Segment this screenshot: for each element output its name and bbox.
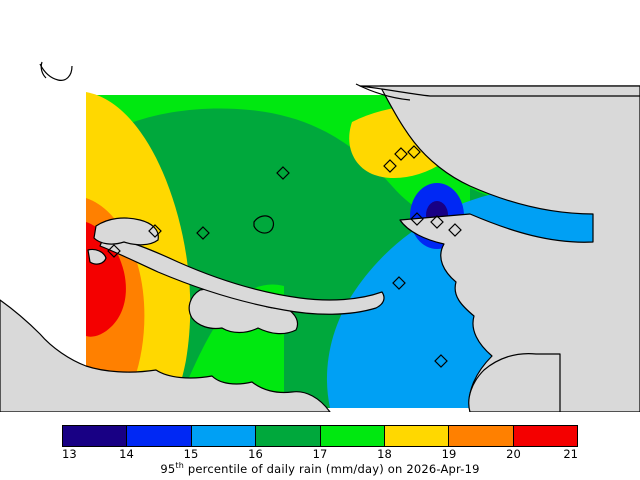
station-marker[interactable] bbox=[434, 354, 448, 368]
station-marker[interactable] bbox=[392, 276, 406, 290]
land-small-island-west bbox=[87, 248, 107, 265]
caption-text: percentile of daily rain (mm/day) on 202… bbox=[184, 461, 480, 476]
station-marker[interactable] bbox=[407, 145, 421, 159]
colorbar-band-18-19[interactable] bbox=[384, 426, 450, 446]
colorbar-tick-21: 21 bbox=[563, 447, 578, 461]
station-marker[interactable] bbox=[410, 212, 424, 226]
land-southwest-mainland bbox=[0, 299, 331, 412]
station-marker[interactable] bbox=[448, 223, 462, 237]
caption-value: 95 bbox=[160, 461, 176, 476]
colorbar-band-19-20[interactable] bbox=[449, 426, 514, 446]
colorbar-band-13-14[interactable] bbox=[63, 426, 128, 446]
colorbar-band-17-18[interactable] bbox=[320, 426, 385, 446]
station-marker[interactable] bbox=[383, 159, 397, 173]
colorbar-tick-17: 17 bbox=[312, 447, 328, 461]
colorbar-caption: 95th percentile of daily rain (mm/day) o… bbox=[62, 461, 578, 476]
station-marker[interactable] bbox=[276, 166, 290, 180]
colorbar-band-15-16[interactable] bbox=[191, 426, 257, 446]
land-southeast-tip bbox=[468, 353, 561, 412]
station-marker[interactable] bbox=[196, 226, 210, 240]
colorbar[interactable] bbox=[62, 425, 578, 447]
colorbar-block: 13 14 15 16 17 18 19 20 21 95th percentile of da… bbox=[62, 425, 578, 476]
coast-arc-topleft-tail bbox=[40, 61, 47, 79]
station-marker[interactable] bbox=[148, 224, 162, 238]
colorbar-band-14-15[interactable] bbox=[127, 426, 192, 446]
caption-ordinal: th bbox=[175, 461, 185, 470]
station-marker-layer bbox=[107, 145, 462, 368]
coast-arc-topleft bbox=[39, 63, 73, 81]
colorbar-tick-20: 20 bbox=[506, 447, 521, 461]
station-marker[interactable] bbox=[394, 147, 408, 161]
colorbar-band-20-21[interactable] bbox=[513, 426, 577, 446]
colorbar-tick-15: 15 bbox=[183, 447, 199, 461]
colorbar-tick-19: 19 bbox=[441, 447, 457, 461]
coast-north-outline bbox=[355, 83, 411, 101]
lake-outline bbox=[253, 215, 275, 234]
map-panel bbox=[0, 61, 640, 412]
colorbar-tick-labels: 13 14 15 16 17 18 19 20 21 bbox=[62, 447, 578, 461]
land-north-coast-strip bbox=[359, 85, 640, 97]
colorbar-tick-18: 18 bbox=[377, 447, 392, 461]
contour-map bbox=[0, 61, 640, 412]
station-marker[interactable] bbox=[107, 244, 121, 258]
station-marker[interactable] bbox=[430, 215, 444, 229]
colorbar-tick-16: 16 bbox=[248, 447, 263, 461]
land-layer bbox=[0, 85, 640, 412]
colorbar-tick-14: 14 bbox=[119, 447, 134, 461]
land-northwest-harbour bbox=[93, 217, 159, 246]
land-northeast-mainland bbox=[379, 85, 640, 412]
colorbar-tick-13: 13 bbox=[62, 447, 77, 461]
coastline-extras bbox=[39, 61, 411, 101]
colorbar-band-16-17[interactable] bbox=[256, 426, 321, 446]
